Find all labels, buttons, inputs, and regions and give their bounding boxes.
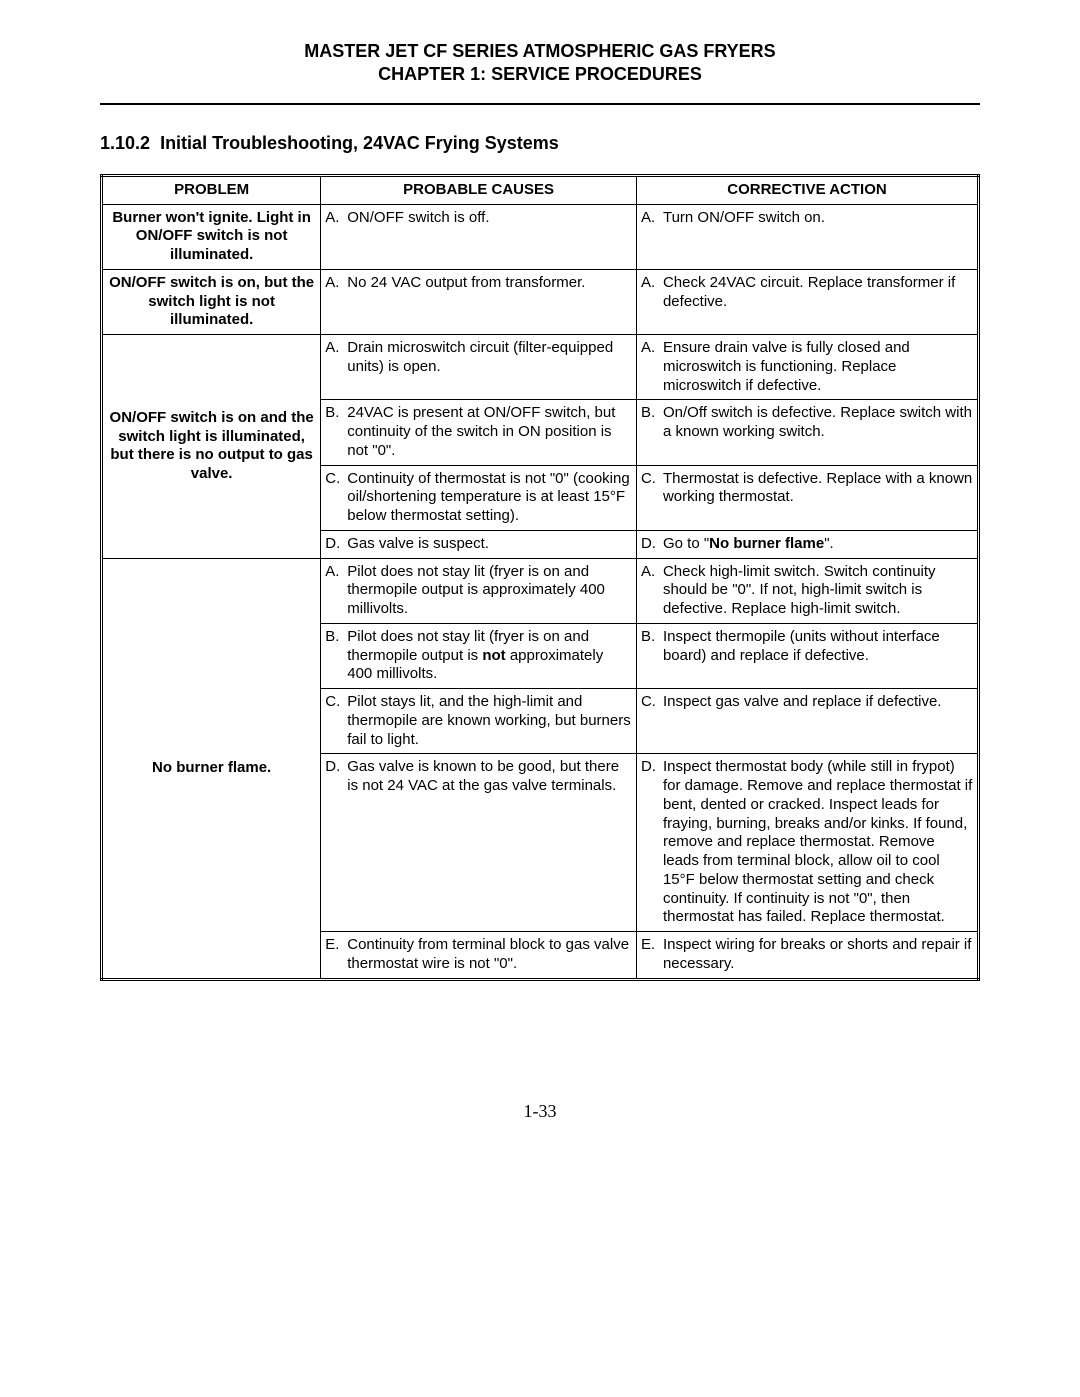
item-letter: E.: [641, 936, 663, 974]
header-line1: MASTER JET CF SERIES ATMOSPHERIC GAS FRY…: [100, 40, 980, 63]
cause-text: 24VAC is present at ON/OFF switch, but c…: [347, 404, 632, 460]
cause-cell: D.Gas valve is known to be good, but the…: [321, 754, 637, 932]
cause-text: No 24 VAC output from transformer.: [347, 274, 632, 293]
col-header-action: CORRECTIVE ACTION: [636, 175, 978, 204]
problem-cell: ON/OFF switch is on, but the switch ligh…: [102, 269, 321, 334]
item-letter: B.: [325, 404, 347, 460]
table-header-row: PROBLEM PROBABLE CAUSES CORRECTIVE ACTIO…: [102, 175, 979, 204]
troubleshooting-table: PROBLEM PROBABLE CAUSES CORRECTIVE ACTIO…: [100, 174, 980, 981]
item-letter: D.: [641, 758, 663, 927]
cause-text: Pilot does not stay lit (fryer is on and…: [347, 563, 632, 619]
cause-cell: A.ON/OFF switch is off.: [321, 204, 637, 269]
item-letter: D.: [325, 535, 347, 554]
action-cell: A.Check 24VAC circuit. Replace transform…: [636, 269, 978, 334]
cause-text: Drain microswitch circuit (filter-equipp…: [347, 339, 632, 377]
item-letter: B.: [325, 628, 347, 684]
action-text: Inspect thermopile (units without interf…: [663, 628, 973, 666]
item-letter: B.: [641, 404, 663, 442]
cause-text: Continuity of thermostat is not "0" (coo…: [347, 470, 632, 526]
cause-text: Gas valve is suspect.: [347, 535, 632, 554]
action-text: Turn ON/OFF switch on.: [663, 209, 973, 228]
cause-text: Pilot stays lit, and the high-limit and …: [347, 693, 632, 749]
cause-text: Pilot does not stay lit (fryer is on and…: [347, 628, 632, 684]
item-letter: A.: [325, 563, 347, 619]
item-letter: C.: [641, 693, 663, 712]
item-letter: A.: [641, 274, 663, 312]
action-cell: A.Ensure drain valve is fully closed and…: [636, 335, 978, 400]
problem-cell: ON/OFF switch is on and the switch light…: [102, 335, 321, 559]
table-row: No burner flame. A.Pilot does not stay l…: [102, 558, 979, 623]
action-text: Inspect gas valve and replace if defecti…: [663, 693, 973, 712]
action-text: Inspect thermostat body (while still in …: [663, 758, 973, 927]
action-cell: D.Inspect thermostat body (while still i…: [636, 754, 978, 932]
action-cell: D. Go to "No burner flame".: [636, 530, 978, 558]
table-row: ON/OFF switch is on, but the switch ligh…: [102, 269, 979, 334]
action-text: Check 24VAC circuit. Replace transformer…: [663, 274, 973, 312]
cause-text: Continuity from terminal block to gas va…: [347, 936, 632, 974]
action-cell: A.Turn ON/OFF switch on.: [636, 204, 978, 269]
cause-cell: C.Pilot stays lit, and the high-limit an…: [321, 689, 637, 754]
table-row: Burner won't ignite. Light in ON/OFF swi…: [102, 204, 979, 269]
action-text: Inspect wiring for breaks or shorts and …: [663, 936, 973, 974]
section-number: 1.10.2: [100, 133, 150, 153]
doc-header: MASTER JET CF SERIES ATMOSPHERIC GAS FRY…: [100, 40, 980, 87]
col-header-cause: PROBABLE CAUSES: [321, 175, 637, 204]
problem-cell: No burner flame.: [102, 558, 321, 979]
item-letter: D.: [641, 535, 663, 554]
item-letter: E.: [325, 936, 347, 974]
item-letter: A.: [641, 339, 663, 395]
action-text: Go to "No burner flame".: [663, 535, 973, 554]
action-text: Ensure drain valve is fully closed and m…: [663, 339, 973, 395]
action-cell: E.Inspect wiring for breaks or shorts an…: [636, 932, 978, 980]
action-cell: C.Inspect gas valve and replace if defec…: [636, 689, 978, 754]
action-text: Thermostat is defective. Replace with a …: [663, 470, 973, 508]
action-cell: B.On/Off switch is defective. Replace sw…: [636, 400, 978, 465]
action-cell: A.Check high-limit switch. Switch contin…: [636, 558, 978, 623]
action-text: Check high-limit switch. Switch continui…: [663, 563, 973, 619]
cause-cell: E.Continuity from terminal block to gas …: [321, 932, 637, 980]
item-letter: A.: [641, 209, 663, 228]
cause-cell: B. Pilot does not stay lit (fryer is on …: [321, 623, 637, 688]
item-letter: C.: [325, 693, 347, 749]
cause-cell: A.Pilot does not stay lit (fryer is on a…: [321, 558, 637, 623]
item-letter: B.: [641, 628, 663, 666]
action-text: On/Off switch is defective. Replace swit…: [663, 404, 973, 442]
cause-text: Gas valve is known to be good, but there…: [347, 758, 632, 796]
item-letter: C.: [641, 470, 663, 508]
item-letter: C.: [325, 470, 347, 526]
item-letter: A.: [325, 209, 347, 228]
header-line2: CHAPTER 1: SERVICE PROCEDURES: [100, 63, 980, 86]
action-cell: C.Thermostat is defective. Replace with …: [636, 465, 978, 530]
section-heading: Initial Troubleshooting, 24VAC Frying Sy…: [160, 133, 559, 153]
item-letter: A.: [641, 563, 663, 619]
item-letter: A.: [325, 339, 347, 377]
action-cell: B.Inspect thermopile (units without inte…: [636, 623, 978, 688]
table-row: ON/OFF switch is on and the switch light…: [102, 335, 979, 400]
section-title: 1.10.2 Initial Troubleshooting, 24VAC Fr…: [100, 133, 980, 154]
cause-cell: A.No 24 VAC output from transformer.: [321, 269, 637, 334]
cause-cell: B.24VAC is present at ON/OFF switch, but…: [321, 400, 637, 465]
cause-cell: C.Continuity of thermostat is not "0" (c…: [321, 465, 637, 530]
page-number: 1-33: [100, 1101, 980, 1122]
item-letter: D.: [325, 758, 347, 796]
header-rule: [100, 103, 980, 105]
problem-cell: Burner won't ignite. Light in ON/OFF swi…: [102, 204, 321, 269]
cause-cell: A.Drain microswitch circuit (filter-equi…: [321, 335, 637, 400]
cause-text: ON/OFF switch is off.: [347, 209, 632, 228]
cause-cell: D.Gas valve is suspect.: [321, 530, 637, 558]
col-header-problem: PROBLEM: [102, 175, 321, 204]
item-letter: A.: [325, 274, 347, 293]
